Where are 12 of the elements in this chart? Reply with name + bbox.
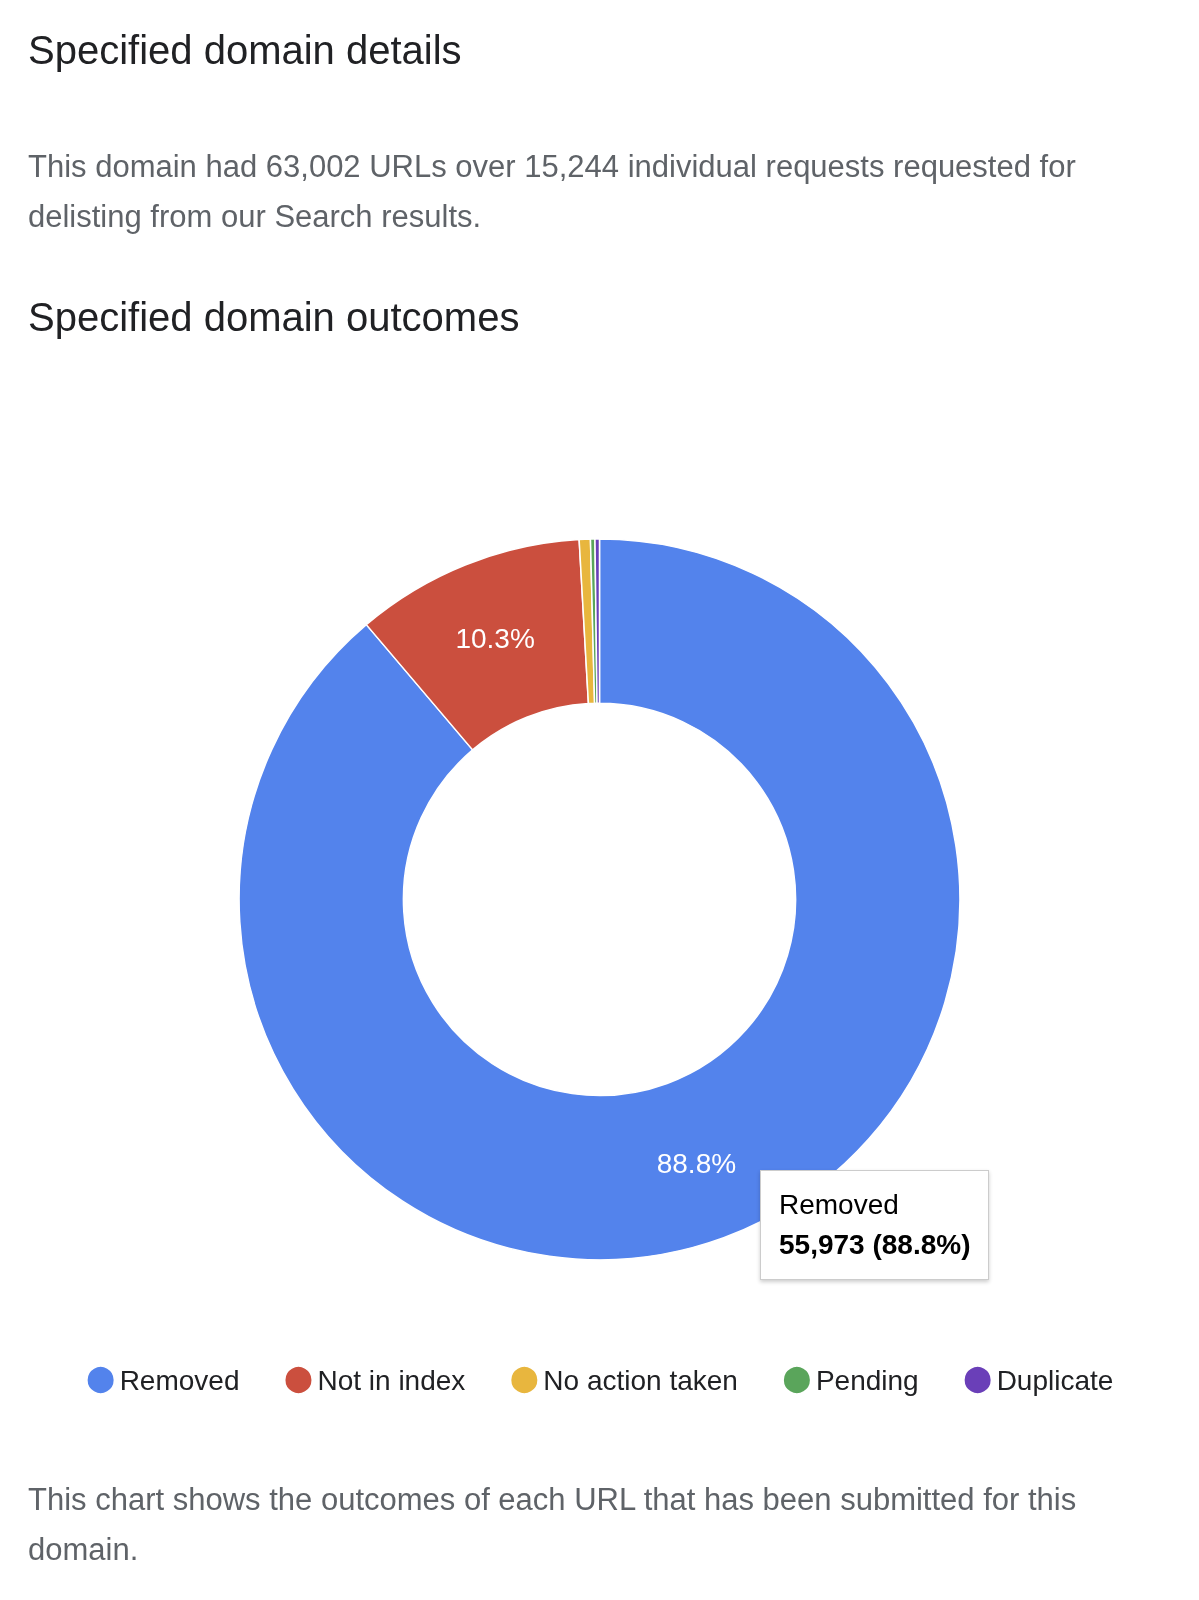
legend-label: Removed — [119, 1364, 240, 1396]
text: Specified domain details — [28, 28, 462, 73]
data-label: 10.3% — [455, 622, 535, 654]
chart-title: Specified domain outcomes — [28, 295, 520, 340]
data-label: 88.8% — [656, 1147, 737, 1179]
tooltip-box: Removed 55,973 (88.8%) — [760, 1170, 990, 1280]
legend-label: No action taken — [543, 1364, 738, 1396]
text: This chart shows the outcomes of each URL that has been submitted for this domain. — [28, 1481, 1078, 1569]
text: This domain had 63,002 URLs over 15,244 individual requests requested for delisting from our Search results. — [28, 148, 1077, 236]
legend-label: Not in index — [317, 1364, 466, 1396]
legend-label: Pending — [815, 1364, 919, 1396]
legend-label: Duplicate — [996, 1364, 1114, 1396]
